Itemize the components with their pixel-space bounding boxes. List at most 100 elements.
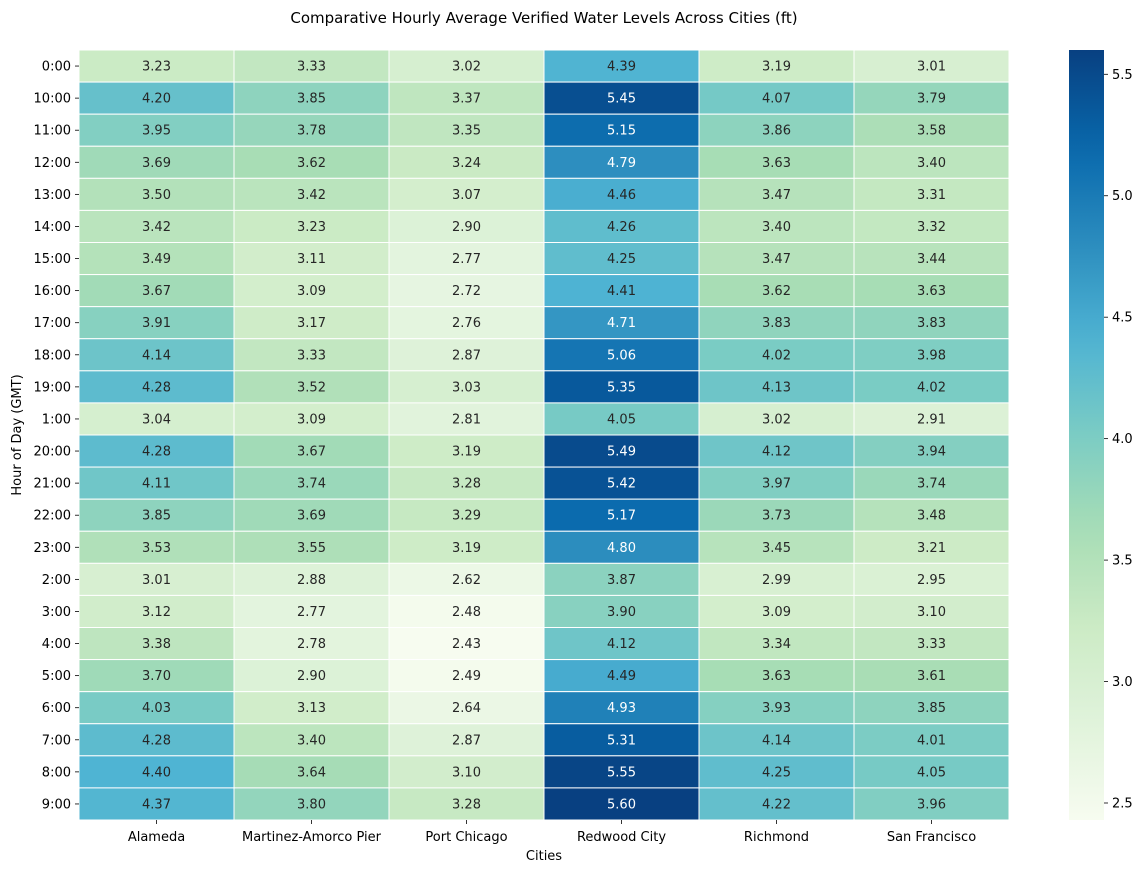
- cell-value-label: 4.40: [142, 765, 171, 780]
- cell-value-label: 3.37: [452, 92, 481, 107]
- row-tick-label: 22:00: [34, 509, 71, 524]
- heatmap-cell: [853, 755, 1010, 789]
- cell-value-label: 3.91: [142, 316, 171, 331]
- cell-value-label: 3.42: [297, 188, 326, 203]
- heatmap-cell: [853, 402, 1010, 436]
- cell-value-label: 3.50: [142, 188, 171, 203]
- column-tick-labels: Alameda Martinez-Amorco Pier Port Chicago R…: [128, 820, 976, 845]
- cell-value-label: 3.63: [762, 669, 791, 684]
- heatmap-cell: [78, 530, 235, 564]
- colorbar-tick-label: 3.5: [1112, 554, 1133, 569]
- cell-value-label: 3.53: [142, 541, 171, 556]
- heatmap-cell: [78, 691, 235, 725]
- cell-value-label: 4.80: [607, 541, 636, 556]
- row-tick-label: 2:00: [42, 573, 71, 588]
- cell-value-label: 2.77: [452, 252, 481, 267]
- row-tick-label: 5:00: [42, 669, 71, 684]
- cell-value-label: 4.46: [607, 188, 636, 203]
- cell-value-label: 5.45: [607, 92, 636, 107]
- cell-value-label: 2.88: [297, 573, 326, 588]
- cell-value-label: 3.98: [917, 348, 946, 363]
- cell-value-label: 3.02: [762, 412, 791, 427]
- cell-value-label: 4.14: [142, 348, 171, 363]
- chart-title: Comparative Hourly Average Verified Wate…: [290, 9, 797, 27]
- cell-value-label: 3.67: [142, 284, 171, 299]
- heatmap-cell: [543, 81, 700, 115]
- cell-value-label: 2.87: [452, 348, 481, 363]
- heatmap-cell: [698, 145, 855, 179]
- colorbar-tick-label: 4.0: [1112, 432, 1133, 447]
- cell-value-label: 4.13: [762, 380, 791, 395]
- heatmap-cell: [388, 242, 545, 276]
- heatmap-cell: [78, 434, 235, 468]
- heatmap-cell: [543, 370, 700, 404]
- cell-value-label: 4.20: [142, 92, 171, 107]
- cell-value-label: 2.48: [452, 605, 481, 620]
- cell-value-label: 3.33: [297, 348, 326, 363]
- row-tick-label: 19:00: [34, 380, 71, 395]
- heatmap-cell: [698, 723, 855, 757]
- cell-value-label: 3.42: [142, 220, 171, 235]
- heatmap-cell: [543, 242, 700, 276]
- row-tick-label: 7:00: [42, 733, 71, 748]
- heatmap-cell: [388, 402, 545, 436]
- cell-value-label: 2.43: [452, 637, 481, 652]
- cell-value-label: 3.09: [762, 605, 791, 620]
- cell-value-label: 4.05: [917, 765, 946, 780]
- heatmap-cell: [853, 113, 1010, 147]
- heatmap-cell: [78, 562, 235, 596]
- heatmap-cell: [78, 787, 235, 821]
- heatmap-cell: [853, 627, 1010, 661]
- cell-value-label: 3.83: [762, 316, 791, 331]
- heatmap-cell: [853, 306, 1010, 340]
- heatmap-cell: [698, 274, 855, 308]
- cell-value-label: 5.06: [607, 348, 636, 363]
- cell-value-label: 2.78: [297, 637, 326, 652]
- row-tick-label: 8:00: [42, 765, 71, 780]
- cell-value-label: 3.11: [297, 252, 326, 267]
- cell-value-label: 4.12: [607, 637, 636, 652]
- row-tick-label: 4:00: [42, 637, 71, 652]
- cell-value-label: 3.28: [452, 477, 481, 492]
- heatmap-cell: [388, 49, 545, 83]
- cell-value-label: 3.33: [297, 60, 326, 75]
- cell-value-label: 3.58: [917, 124, 946, 139]
- cell-value-label: 3.23: [142, 60, 171, 75]
- colorbar-tick-label: 3.0: [1112, 675, 1133, 690]
- cell-value-label: 2.76: [452, 316, 481, 331]
- cell-value-label: 4.79: [607, 156, 636, 171]
- cell-value-label: 4.01: [917, 733, 946, 748]
- heatmap-cell: [78, 402, 235, 436]
- cell-value-label: 2.90: [297, 669, 326, 684]
- heatmap-cell: [853, 49, 1010, 83]
- cell-value-label: 5.55: [607, 765, 636, 780]
- heatmap-cell: [78, 594, 235, 629]
- row-tick-label: 0:00: [42, 60, 71, 75]
- cell-value-label: 3.63: [917, 284, 946, 299]
- row-tick-label: 23:00: [34, 541, 71, 556]
- x-axis-label: Cities: [526, 849, 562, 864]
- cell-value-label: 3.24: [452, 156, 481, 171]
- heatmap-cell: [853, 177, 1010, 211]
- cell-value-label: 4.37: [142, 797, 171, 812]
- cell-value-label: 3.28: [452, 797, 481, 812]
- cell-value-label: 3.21: [917, 541, 946, 556]
- colorbar-tick-label: 4.5: [1112, 311, 1133, 326]
- cell-value-label: 3.44: [917, 252, 946, 267]
- heatmap-cell: [78, 370, 235, 404]
- cell-value-label: 5.49: [607, 445, 636, 460]
- cell-value-label: 3.40: [297, 733, 326, 748]
- row-tick-label: 11:00: [34, 124, 71, 139]
- cell-value-label: 2.72: [452, 284, 481, 299]
- cell-value-label: 4.28: [142, 733, 171, 748]
- colorbar-tick-label: 5.5: [1112, 68, 1133, 83]
- heatmap-cell: [78, 274, 235, 308]
- cell-value-label: 3.74: [297, 477, 326, 492]
- cell-value-label: 3.19: [452, 541, 481, 556]
- cell-value-label: 2.90: [452, 220, 481, 235]
- cell-value-label: 4.03: [142, 701, 171, 716]
- y-axis-label: Hour of Day (GMT): [10, 374, 25, 495]
- cell-value-label: 3.34: [762, 637, 791, 652]
- heatmap-cell: [233, 402, 390, 436]
- heatmap-cell: [698, 306, 855, 340]
